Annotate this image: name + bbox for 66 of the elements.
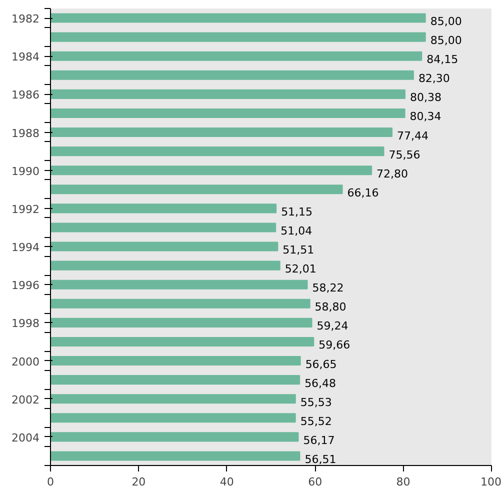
data-label: 58,80 [314, 300, 346, 314]
data-label: 75,56 [388, 148, 420, 162]
y-tick-label: 2000 [12, 355, 40, 368]
data-label: 84,15 [426, 53, 458, 66]
y-tick-label: 2002 [12, 393, 40, 406]
bar [50, 166, 372, 176]
bar [50, 280, 308, 290]
y-tick-label: 1996 [12, 279, 40, 292]
bar [50, 336, 314, 347]
bar [50, 394, 296, 404]
y-tick-label: 1994 [12, 241, 40, 254]
bar [50, 318, 312, 328]
data-label: 59,24 [316, 320, 348, 333]
x-tick-label: 20 [132, 476, 146, 488]
data-label: 56,65 [305, 358, 337, 371]
bar [50, 413, 296, 423]
bar [50, 146, 384, 156]
data-label: 56,51 [304, 452, 336, 466]
bar [50, 13, 426, 23]
y-tick-label: 1988 [12, 126, 40, 140]
data-label: 85,00 [430, 34, 462, 48]
bar [50, 356, 301, 366]
data-label: 52,01 [284, 262, 316, 276]
data-label: 77,44 [397, 129, 429, 142]
bar [50, 51, 422, 61]
data-label: 72,80 [376, 167, 408, 180]
data-label: 55,52 [300, 414, 332, 428]
data-label: 58,22 [312, 282, 344, 295]
data-label: 51,04 [280, 224, 312, 238]
data-label: 80,34 [410, 110, 442, 124]
data-label: 80,38 [410, 91, 442, 104]
data-label: 82,30 [418, 72, 450, 86]
x-tick-label: 40 [220, 476, 234, 488]
data-label: 55,53 [300, 396, 332, 409]
bar [50, 260, 280, 270]
bar [50, 127, 393, 138]
data-label: 59,66 [318, 338, 350, 352]
bar [50, 222, 276, 232]
x-tick-label: 0 [47, 476, 54, 488]
data-label: 51,15 [281, 205, 313, 218]
y-tick-label: 2004 [12, 431, 40, 444]
bar [50, 89, 406, 99]
x-tick-label: 80 [396, 476, 410, 488]
y-tick-label: 1984 [12, 50, 40, 64]
y-tick-label: 1986 [12, 88, 40, 102]
y-tick-label: 1992 [12, 202, 40, 216]
bar [50, 70, 414, 80]
data-label: 85,00 [430, 15, 462, 28]
bar [50, 451, 300, 461]
data-label: 66,16 [347, 186, 379, 200]
data-label: 56,48 [304, 376, 336, 390]
bar [50, 242, 278, 252]
bar [50, 375, 300, 385]
data-label: 51,51 [282, 244, 314, 257]
bar [50, 298, 310, 308]
data-label: 56,17 [303, 434, 335, 447]
bar [50, 204, 277, 214]
y-tick-label: 1990 [12, 164, 40, 178]
y-tick-label: 1998 [12, 317, 40, 330]
y-tick-label: 1982 [12, 12, 40, 26]
bar [50, 184, 343, 194]
x-tick-label: 100 [480, 476, 501, 488]
bar [50, 108, 406, 118]
x-tick-label: 60 [308, 476, 322, 488]
bar [50, 432, 299, 442]
bar [50, 32, 426, 42]
